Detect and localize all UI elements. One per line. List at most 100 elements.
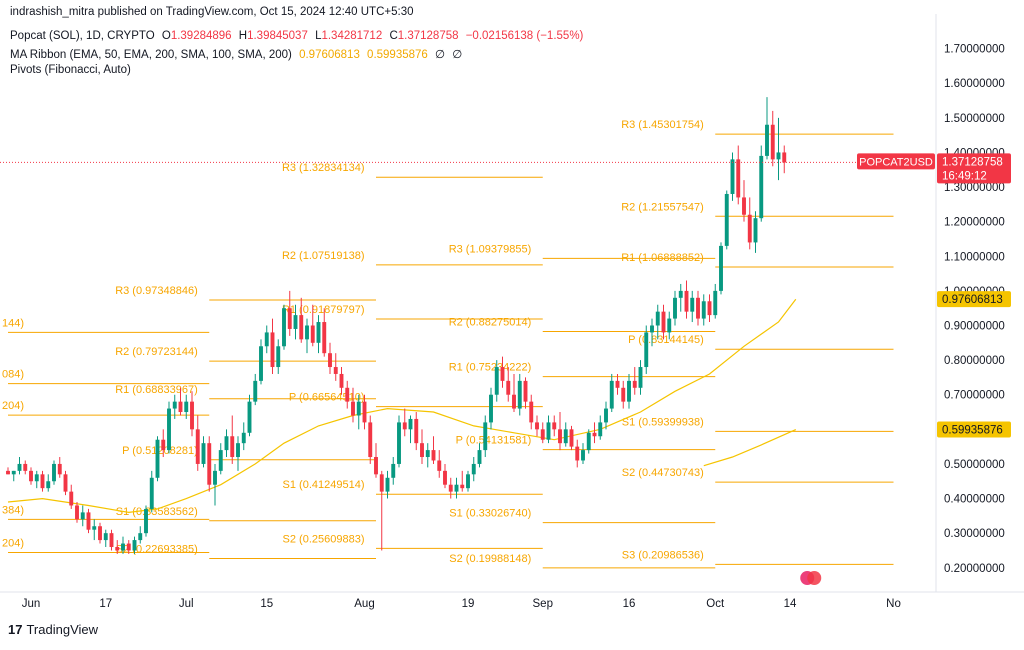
candle-body[interactable] [765, 124, 769, 156]
candle-body[interactable] [333, 367, 338, 374]
candle-body[interactable] [172, 401, 177, 409]
candle-body[interactable] [776, 152, 781, 160]
candle-body[interactable] [138, 533, 143, 541]
candle-body[interactable] [282, 308, 286, 347]
candle-body[interactable] [489, 394, 493, 423]
candle-body[interactable] [736, 159, 741, 198]
candle-body[interactable] [696, 297, 700, 319]
candle-body[interactable] [230, 436, 235, 458]
candle-body[interactable] [374, 457, 378, 475]
candle-body[interactable] [753, 218, 758, 243]
candle-body[interactable] [356, 401, 361, 416]
candle-body[interactable] [126, 543, 131, 551]
candle-body[interactable] [69, 491, 74, 506]
candle-body[interactable] [678, 290, 683, 298]
candle-body[interactable] [299, 315, 304, 340]
candle-body[interactable] [448, 484, 453, 492]
candle-body[interactable] [236, 443, 240, 458]
candle-body[interactable] [241, 432, 246, 444]
candle-body[interactable] [420, 443, 424, 458]
candle-body[interactable] [586, 432, 591, 451]
candle-body[interactable] [523, 380, 528, 402]
candle-body[interactable] [144, 508, 148, 534]
candle-body[interactable] [477, 450, 482, 464]
candle-body[interactable] [391, 463, 396, 478]
candle-body[interactable] [782, 152, 787, 163]
candle-body[interactable] [224, 436, 229, 451]
candle-body[interactable] [460, 484, 465, 489]
candle-body[interactable] [621, 387, 626, 402]
candle-body[interactable] [615, 380, 620, 388]
candle-body[interactable] [57, 463, 62, 475]
candle-body[interactable] [747, 214, 752, 243]
candle-body[interactable] [98, 526, 102, 541]
candle-body[interactable] [609, 380, 614, 409]
candle-body[interactable] [328, 353, 332, 368]
candle-body[interactable] [351, 401, 355, 416]
candle-body[interactable] [575, 446, 580, 461]
candle-body[interactable] [218, 450, 223, 471]
candle-body[interactable] [425, 450, 430, 458]
candle-body[interactable] [667, 318, 672, 333]
candle-body[interactable] [638, 367, 643, 388]
legend-pivots-name[interactable]: Pivots (Fibonacci, Auto) [10, 64, 131, 76]
candle-body[interactable] [529, 401, 534, 423]
candle-body[interactable] [52, 463, 56, 482]
candle-body[interactable] [379, 474, 384, 492]
candle-body[interactable] [115, 547, 120, 551]
candle-body[interactable] [121, 543, 125, 551]
candle-body[interactable] [310, 325, 315, 343]
legend-ma-name[interactable]: MA Ribbon (EMA, 50, EMA, 200, SMA, 100, … [10, 49, 292, 61]
candle-body[interactable] [92, 526, 97, 530]
candle-body[interactable] [213, 470, 217, 485]
candle-body[interactable] [86, 512, 91, 530]
candle-body[interactable] [759, 155, 764, 219]
candle-body[interactable] [770, 124, 775, 160]
candle-body[interactable] [661, 311, 666, 333]
candle-body[interactable] [149, 477, 154, 509]
candle-body[interactable] [293, 315, 298, 329]
candle-body[interactable] [650, 325, 654, 333]
candle-body[interactable] [443, 470, 447, 485]
candle-body[interactable] [431, 450, 436, 461]
candle-body[interactable] [414, 418, 419, 444]
candle-body[interactable] [34, 474, 39, 482]
candle-body[interactable] [701, 301, 706, 319]
candle-body[interactable] [270, 332, 275, 368]
candle-body[interactable] [109, 533, 114, 548]
candle-body[interactable] [63, 474, 68, 492]
candle-body[interactable] [184, 401, 189, 413]
candle-body[interactable] [506, 380, 511, 395]
candle-body[interactable] [604, 408, 608, 423]
candle-body[interactable] [80, 512, 85, 520]
candle-body[interactable] [454, 484, 459, 492]
candle-body[interactable] [264, 332, 269, 347]
candle-body[interactable] [552, 422, 557, 430]
candle-body[interactable] [132, 540, 137, 551]
candle-body[interactable] [730, 159, 735, 194]
candle-body[interactable] [397, 422, 401, 464]
legend-ma-row[interactable]: MA Ribbon (EMA, 50, EMA, 200, SMA, 100, … [10, 47, 466, 61]
candle-body[interactable] [466, 474, 470, 489]
candle-body[interactable] [724, 193, 729, 246]
candle-body[interactable] [6, 470, 10, 475]
candle-body[interactable] [23, 463, 28, 471]
candle-body[interactable] [644, 332, 649, 368]
candle-body[interactable] [17, 463, 22, 471]
candle-body[interactable] [29, 470, 33, 482]
candle-body[interactable] [322, 322, 327, 354]
candle-body[interactable] [155, 439, 160, 478]
candle-body[interactable] [161, 439, 166, 451]
candle-body[interactable] [512, 394, 516, 409]
event-icon-earnings[interactable] [807, 571, 822, 585]
candle-body[interactable] [46, 481, 51, 489]
legend-symbol-row[interactable]: Popcat (SOL), 1D, CRYPTO O1.39284896 H1.… [10, 30, 587, 42]
candle-body[interactable] [690, 297, 695, 312]
candle-body[interactable] [437, 460, 442, 471]
legend-pivots-row[interactable]: Pivots (Fibonacci, Auto) [10, 64, 135, 76]
candle-body[interactable] [494, 367, 499, 395]
candle-body[interactable] [558, 429, 562, 444]
candle-body[interactable] [40, 474, 45, 489]
candle-body[interactable] [546, 422, 551, 440]
